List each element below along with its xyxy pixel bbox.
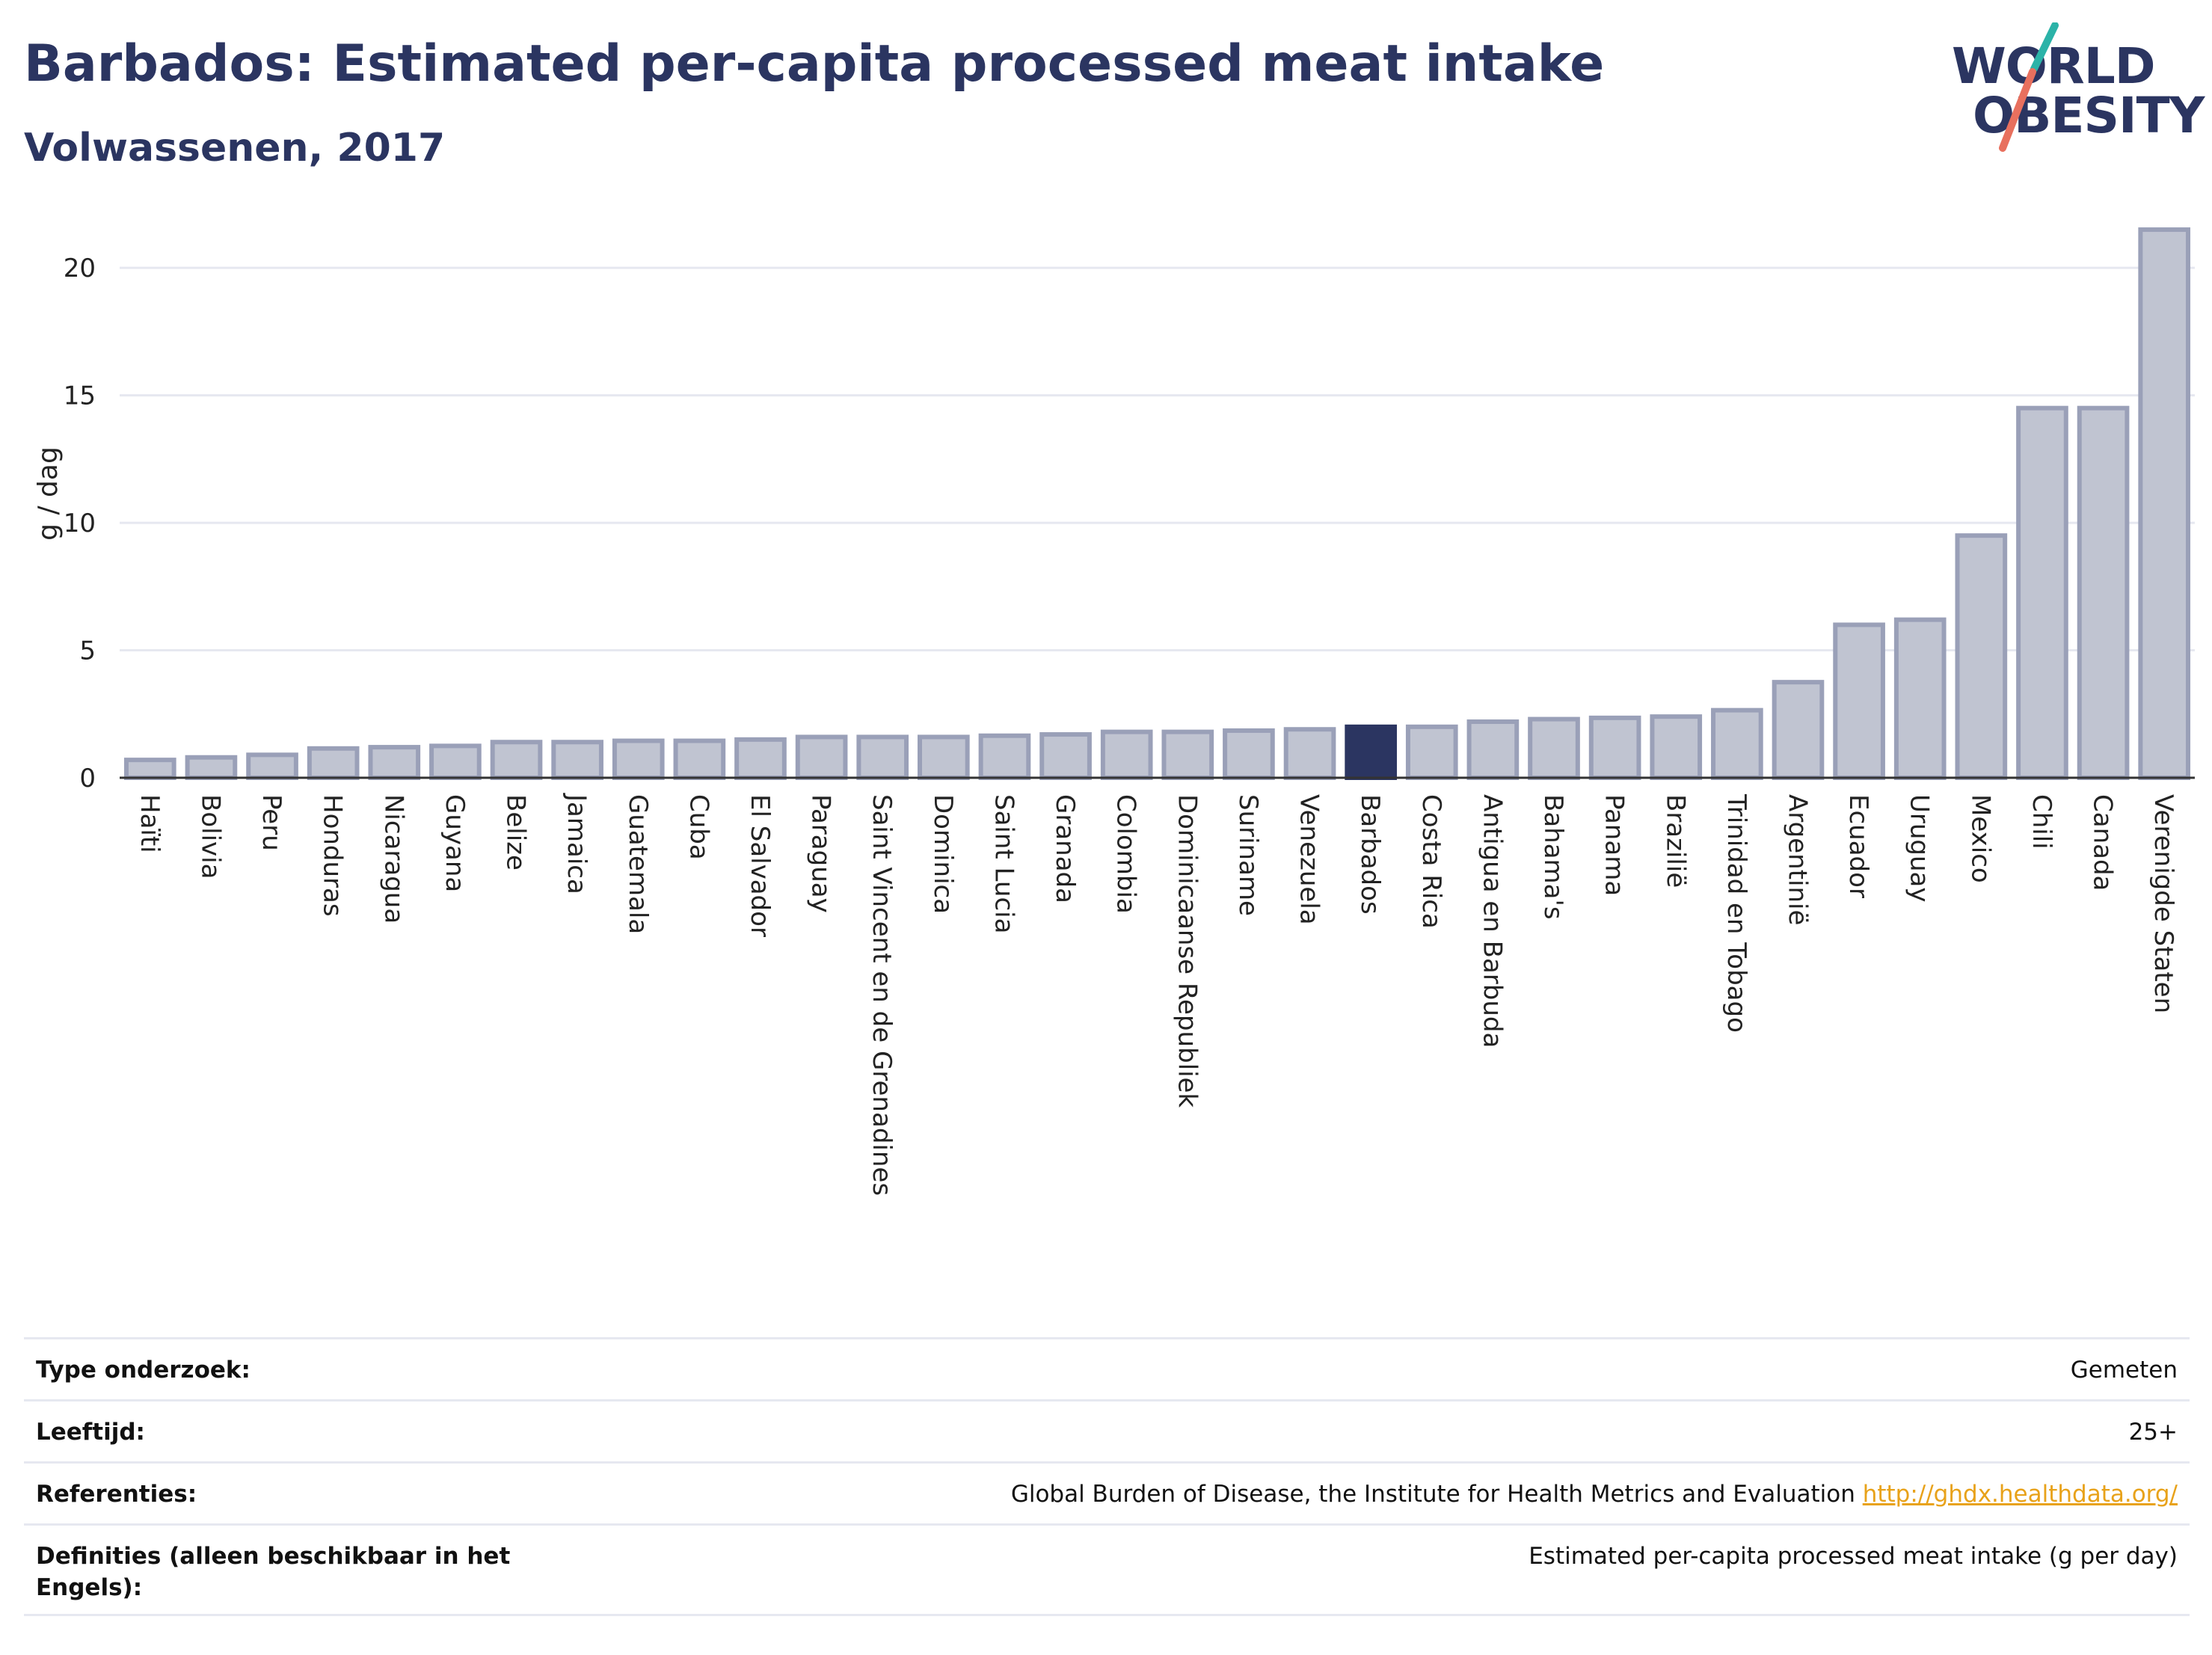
logo-line-1: WORLD xyxy=(1952,37,2156,95)
definitions-value: Estimated per-capita processed meat inta… xyxy=(1529,1543,2178,1570)
x-tick-label: Mexico xyxy=(1965,794,1995,883)
y-tick-label: 0 xyxy=(79,764,96,793)
x-tick-label: Suriname xyxy=(1233,794,1263,916)
bar-bolivia xyxy=(185,755,238,781)
x-tick-label: Barbados xyxy=(1355,794,1385,915)
bar-panama xyxy=(1588,715,1641,780)
bar-antigua-en-barbuda xyxy=(1466,719,1520,780)
x-tick-label: Honduras xyxy=(318,794,348,917)
details-row-references: Referenties: Global Burden of Disease, t… xyxy=(24,1461,2190,1523)
bar-chili xyxy=(2016,405,2068,780)
references-link[interactable]: http://ghdx.healthdata.org/ xyxy=(1862,1481,2178,1508)
bar-bahama-s xyxy=(1528,716,1580,780)
bar-chart: 0 5 10 15 20 g / dag Haïti Bolivia Peru Honduras N… xyxy=(33,227,2195,1196)
bar-costa-rica xyxy=(1405,724,1458,780)
x-tick-label: Saint Lucia xyxy=(989,794,1019,933)
x-tick-label: Argentinië xyxy=(1782,794,1812,925)
x-tick-label: Costa Rica xyxy=(1416,794,1446,929)
survey-type-label: Type onderzoek: xyxy=(36,1357,251,1384)
bar-canada xyxy=(2077,405,2130,780)
x-tick-label: Antigua en Barbuda xyxy=(1477,794,1507,1048)
bar-granada xyxy=(1039,732,1092,781)
bar-mexico xyxy=(1955,533,2008,780)
details-row-definitions: Definities (alleen beschikbaar in het En… xyxy=(24,1523,2190,1616)
x-tick-label: Paraguay xyxy=(806,794,836,913)
bar-el-salvador xyxy=(734,737,787,781)
bar-jamaica xyxy=(551,740,603,780)
x-tick-label: Ecuador xyxy=(1843,794,1873,898)
bar-uruguay xyxy=(1893,617,1947,780)
bar-guyana xyxy=(429,743,482,780)
x-tick-label: Brazilië xyxy=(1660,794,1690,888)
age-label: Leeftijd: xyxy=(36,1419,145,1446)
x-tick-label: Colombia xyxy=(1111,794,1141,914)
chart-subtitle: Volwassenen, 2017 xyxy=(24,126,446,171)
x-tick-label: Belize xyxy=(501,794,531,871)
world-obesity-logo[interactable]: WORLD OBESITY xyxy=(1952,22,2205,157)
bar-nicaragua xyxy=(368,745,421,780)
x-tick-label: Chili xyxy=(2027,794,2056,850)
y-tick-label: 15 xyxy=(64,381,96,411)
bar-colombia xyxy=(1100,729,1153,780)
details-row-survey-type: Type onderzoek: Gemeten xyxy=(24,1337,2190,1399)
chart-title: Barbados: Estimated per-capita processed… xyxy=(24,34,1605,93)
x-tick-label: Bolivia xyxy=(195,794,225,879)
references-label: Referenties: xyxy=(36,1481,197,1508)
x-tick-label: Guatemala xyxy=(623,794,653,934)
definitions-label: Definities (alleen beschikbaar in het En… xyxy=(36,1543,511,1601)
x-tick-label: Trinidad en Tobago xyxy=(1721,793,1751,1033)
x-tick-label: Cuba xyxy=(683,794,713,860)
y-tick-label: 10 xyxy=(64,509,96,538)
x-tick-label: Haïti xyxy=(135,794,165,853)
bar-dominicaanse-republiek xyxy=(1161,729,1214,780)
bar-barbados xyxy=(1345,724,1397,780)
x-tick-label: Saint Vincent en de Grenadines xyxy=(867,794,897,1196)
x-tick-label: Uruguay xyxy=(1905,794,1935,903)
bar-paraguay xyxy=(795,734,848,780)
bar-trinidad-en-tobago xyxy=(1711,707,1763,781)
x-tick-label: Verenigde Staten xyxy=(2148,794,2178,1013)
bar-dominica xyxy=(918,734,970,780)
references-text: Global Burden of Disease, the Institute … xyxy=(1010,1481,1863,1508)
x-tick-label: Jamaica xyxy=(562,793,592,894)
logo-slash-icon xyxy=(1999,22,2059,152)
bar-suriname xyxy=(1223,728,1275,781)
bar-ha-ti xyxy=(123,758,176,780)
details-table: Type onderzoek: Gemeten Leeftijd: 25+ Re… xyxy=(24,1337,2190,1616)
bar-cuba xyxy=(673,738,726,780)
bar-belize xyxy=(490,740,543,780)
bar-verenigde-staten xyxy=(2138,227,2191,780)
x-tick-label: Guyana xyxy=(440,794,470,892)
y-axis-title: g / dag xyxy=(33,446,64,541)
x-tick-label: Dominicaanse Republiek xyxy=(1172,794,1202,1108)
survey-type-value: Gemeten xyxy=(2070,1357,2178,1384)
details-row-age: Leeftijd: 25+ xyxy=(24,1399,2190,1461)
bar-brazili- xyxy=(1650,714,1703,781)
x-tick-label: Granada xyxy=(1050,794,1080,903)
x-tick-label: Dominica xyxy=(928,794,958,914)
references-value: Global Burden of Disease, the Institute … xyxy=(1011,1479,2178,1510)
x-tick-label: Panama xyxy=(1600,794,1629,896)
bar-peru xyxy=(246,752,298,780)
bar-saint-lucia xyxy=(978,733,1031,780)
bar-guatemala xyxy=(612,738,665,780)
x-tick-label: Nicaragua xyxy=(378,794,408,924)
bar-saint-vincent-en-de-grenadines xyxy=(856,734,909,780)
bar-honduras xyxy=(307,746,360,781)
bar-ecuador xyxy=(1833,622,1885,780)
y-tick-label: 5 xyxy=(79,636,96,666)
y-tick-label: 20 xyxy=(64,254,96,283)
age-value: 25+ xyxy=(2128,1419,2178,1446)
bar-venezuela xyxy=(1283,727,1336,781)
x-tick-label: Venezuela xyxy=(1294,794,1324,925)
x-tick-label: El Salvador xyxy=(745,794,775,937)
x-tick-label: Bahama's xyxy=(1538,794,1568,920)
x-tick-label: Peru xyxy=(256,794,286,851)
bar-argentini- xyxy=(1772,680,1825,781)
x-tick-label: Canada xyxy=(2088,794,2118,891)
